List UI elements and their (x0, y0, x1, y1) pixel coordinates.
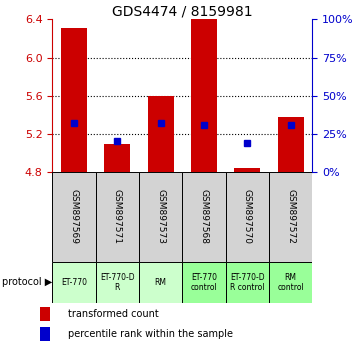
Text: ET-770
control: ET-770 control (191, 273, 217, 292)
Bar (61, 28, 87, 172)
Text: GSM897570: GSM897570 (243, 189, 252, 244)
Bar (226, 262, 269, 303)
Bar (139, 172, 182, 262)
Bar (139, 262, 182, 303)
Text: RM: RM (155, 278, 167, 287)
Bar (269, 172, 312, 262)
Bar (234, 168, 260, 172)
Bar (182, 262, 226, 303)
Text: protocol ▶: protocol ▶ (2, 277, 52, 287)
Bar (148, 96, 174, 172)
Bar (278, 116, 304, 172)
Text: ET-770-D
R: ET-770-D R (100, 273, 135, 292)
Bar (104, 144, 130, 172)
Bar (182, 172, 226, 262)
Text: GSM897571: GSM897571 (113, 189, 122, 244)
Text: GSM897573: GSM897573 (156, 189, 165, 244)
Bar (191, 0, 217, 172)
Bar (269, 262, 312, 303)
Bar (96, 262, 139, 303)
Text: RM
control: RM control (277, 273, 304, 292)
Title: GDS4474 / 8159981: GDS4474 / 8159981 (112, 4, 253, 18)
Bar (40, 327, 50, 341)
Bar (226, 172, 269, 262)
Bar (52, 262, 96, 303)
Bar (52, 172, 96, 262)
Text: transformed count: transformed count (68, 309, 158, 319)
Text: ET-770: ET-770 (61, 278, 87, 287)
Text: ET-770-D
R control: ET-770-D R control (230, 273, 265, 292)
Bar (96, 172, 139, 262)
Text: percentile rank within the sample: percentile rank within the sample (68, 330, 232, 339)
Text: GSM897569: GSM897569 (70, 189, 78, 244)
Text: GSM897568: GSM897568 (200, 189, 208, 244)
Bar (40, 307, 50, 321)
Text: GSM897572: GSM897572 (286, 189, 295, 244)
